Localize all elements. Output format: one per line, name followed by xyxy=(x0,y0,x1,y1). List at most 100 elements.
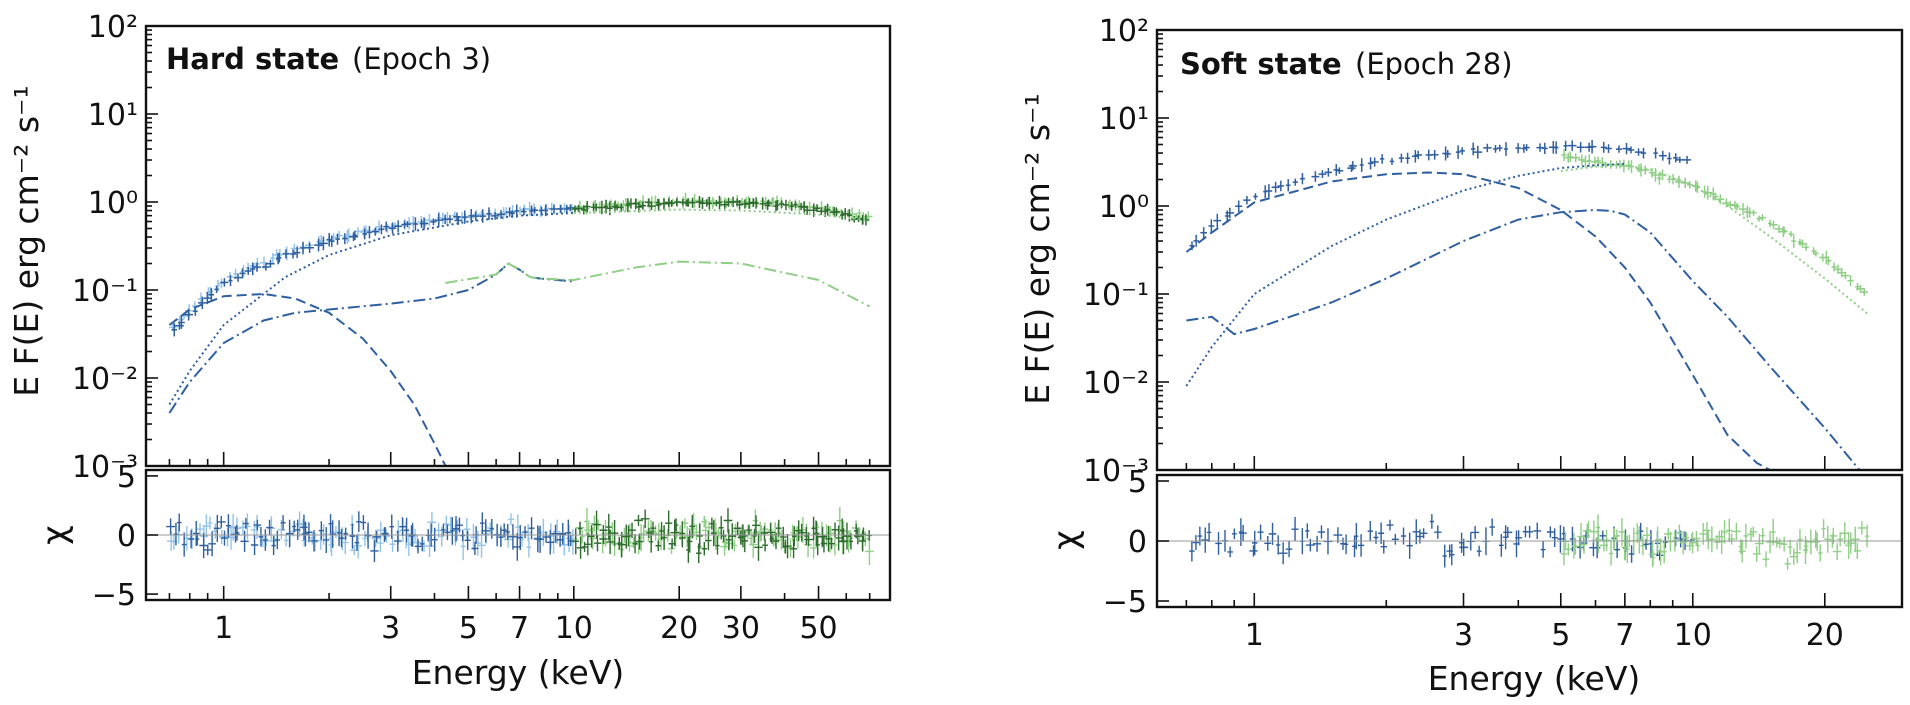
residual-point xyxy=(1676,524,1682,541)
data-point xyxy=(1521,144,1527,153)
data-point xyxy=(305,242,314,253)
x-tick-label: 5 xyxy=(1551,618,1570,653)
residual-point xyxy=(1268,522,1277,545)
data-point xyxy=(655,199,662,211)
residual-point xyxy=(181,532,187,557)
residual-point xyxy=(584,533,591,556)
data-point xyxy=(1774,225,1784,233)
data-point xyxy=(1831,262,1837,272)
data-point xyxy=(389,222,397,234)
x-tick-label: 3 xyxy=(1454,618,1473,653)
data-point xyxy=(1673,153,1679,163)
residual-point xyxy=(1429,514,1434,529)
data-point xyxy=(1430,149,1439,160)
data-point xyxy=(1523,144,1530,152)
residual-point xyxy=(701,515,708,528)
residual-point xyxy=(659,521,665,540)
soft-state-ylabel: E F(E) erg cm⁻² s⁻¹ xyxy=(1018,93,1057,404)
residual-point xyxy=(1797,528,1803,551)
data-point xyxy=(282,249,290,259)
residual-nustar-data-b xyxy=(572,508,872,564)
residual-point xyxy=(606,529,614,555)
residual-point xyxy=(371,529,380,547)
data-point xyxy=(1193,234,1199,247)
residual-point xyxy=(471,541,479,556)
data-point xyxy=(1723,198,1730,208)
residual-point xyxy=(865,537,874,566)
data-point xyxy=(1444,149,1451,158)
model-reflection-nicer-band- xyxy=(168,262,574,414)
residual-point xyxy=(789,539,798,559)
residual-point xyxy=(301,521,310,547)
hard-state-panel: E F(E) erg cm⁻² s⁻¹ χ Hard state (Epoch … xyxy=(7,10,892,692)
residual-point xyxy=(565,519,572,547)
data-point xyxy=(764,200,771,211)
residual-point xyxy=(1688,531,1697,554)
residual-point xyxy=(847,530,853,547)
data-point xyxy=(228,275,233,287)
data-point xyxy=(1576,141,1585,153)
residual-point xyxy=(1564,543,1572,556)
residual-point xyxy=(1533,522,1542,540)
residual-point xyxy=(592,510,601,539)
residual-point xyxy=(337,520,342,546)
residual-point xyxy=(1636,526,1643,554)
data-point xyxy=(203,292,212,305)
data-point xyxy=(857,209,862,218)
residual-point xyxy=(720,529,727,543)
residual-point xyxy=(1249,545,1258,557)
residual-point xyxy=(207,516,213,530)
residual-point xyxy=(262,529,268,551)
data-point xyxy=(775,199,780,211)
residual-point xyxy=(1546,526,1554,538)
data-point xyxy=(1734,203,1740,211)
data-point xyxy=(804,205,811,215)
soft-state-residual-ticks: 5 0 −5 xyxy=(1103,465,1169,620)
residual-point xyxy=(219,529,225,545)
residual-point xyxy=(1726,518,1733,543)
residual-point xyxy=(1583,523,1592,538)
data-point xyxy=(674,198,680,207)
residual-point xyxy=(752,515,760,536)
residual-point xyxy=(1602,529,1611,551)
residual-point xyxy=(635,533,644,550)
data-point xyxy=(1541,142,1548,154)
data-point xyxy=(198,296,207,310)
hard-state-ylabel: E F(E) erg cm⁻² s⁻¹ xyxy=(7,85,46,396)
residual-point xyxy=(507,513,515,526)
hard-state-y-ticks: 10⁻³ 10⁻² 10⁻¹ 10⁰ 10¹ 10² xyxy=(72,10,158,485)
data-point xyxy=(252,262,262,272)
data-point xyxy=(706,196,713,211)
y-tick-label: 10⁻³ xyxy=(72,450,138,485)
data-point xyxy=(1703,185,1713,200)
data-point xyxy=(349,232,358,242)
y-tick-label: 10⁻¹ xyxy=(72,274,138,309)
residual-point xyxy=(655,540,661,552)
residual-point xyxy=(508,524,518,550)
residual-point xyxy=(1285,541,1293,558)
data-point xyxy=(1335,167,1344,175)
data-point xyxy=(639,201,647,210)
data-point xyxy=(716,195,722,210)
residual-point xyxy=(610,519,619,547)
residual-point xyxy=(1680,530,1687,555)
data-point xyxy=(171,323,177,337)
residual-point xyxy=(1380,539,1388,554)
residual-point xyxy=(760,525,769,541)
data-point xyxy=(1856,284,1865,293)
residual-point xyxy=(489,518,494,539)
data-point xyxy=(606,201,613,216)
residual-point xyxy=(640,509,650,529)
residual-point xyxy=(710,520,717,547)
data-point xyxy=(1459,147,1465,155)
residual-point xyxy=(1471,525,1480,539)
residual-point xyxy=(250,535,259,555)
data-point xyxy=(1225,207,1235,218)
residual-point xyxy=(1781,536,1788,552)
x-tick-label: 50 xyxy=(799,611,837,646)
residual-point xyxy=(427,511,437,533)
residual-point xyxy=(1278,542,1288,565)
data-point xyxy=(1299,173,1305,185)
data-point xyxy=(479,209,487,223)
data-point xyxy=(335,233,340,245)
